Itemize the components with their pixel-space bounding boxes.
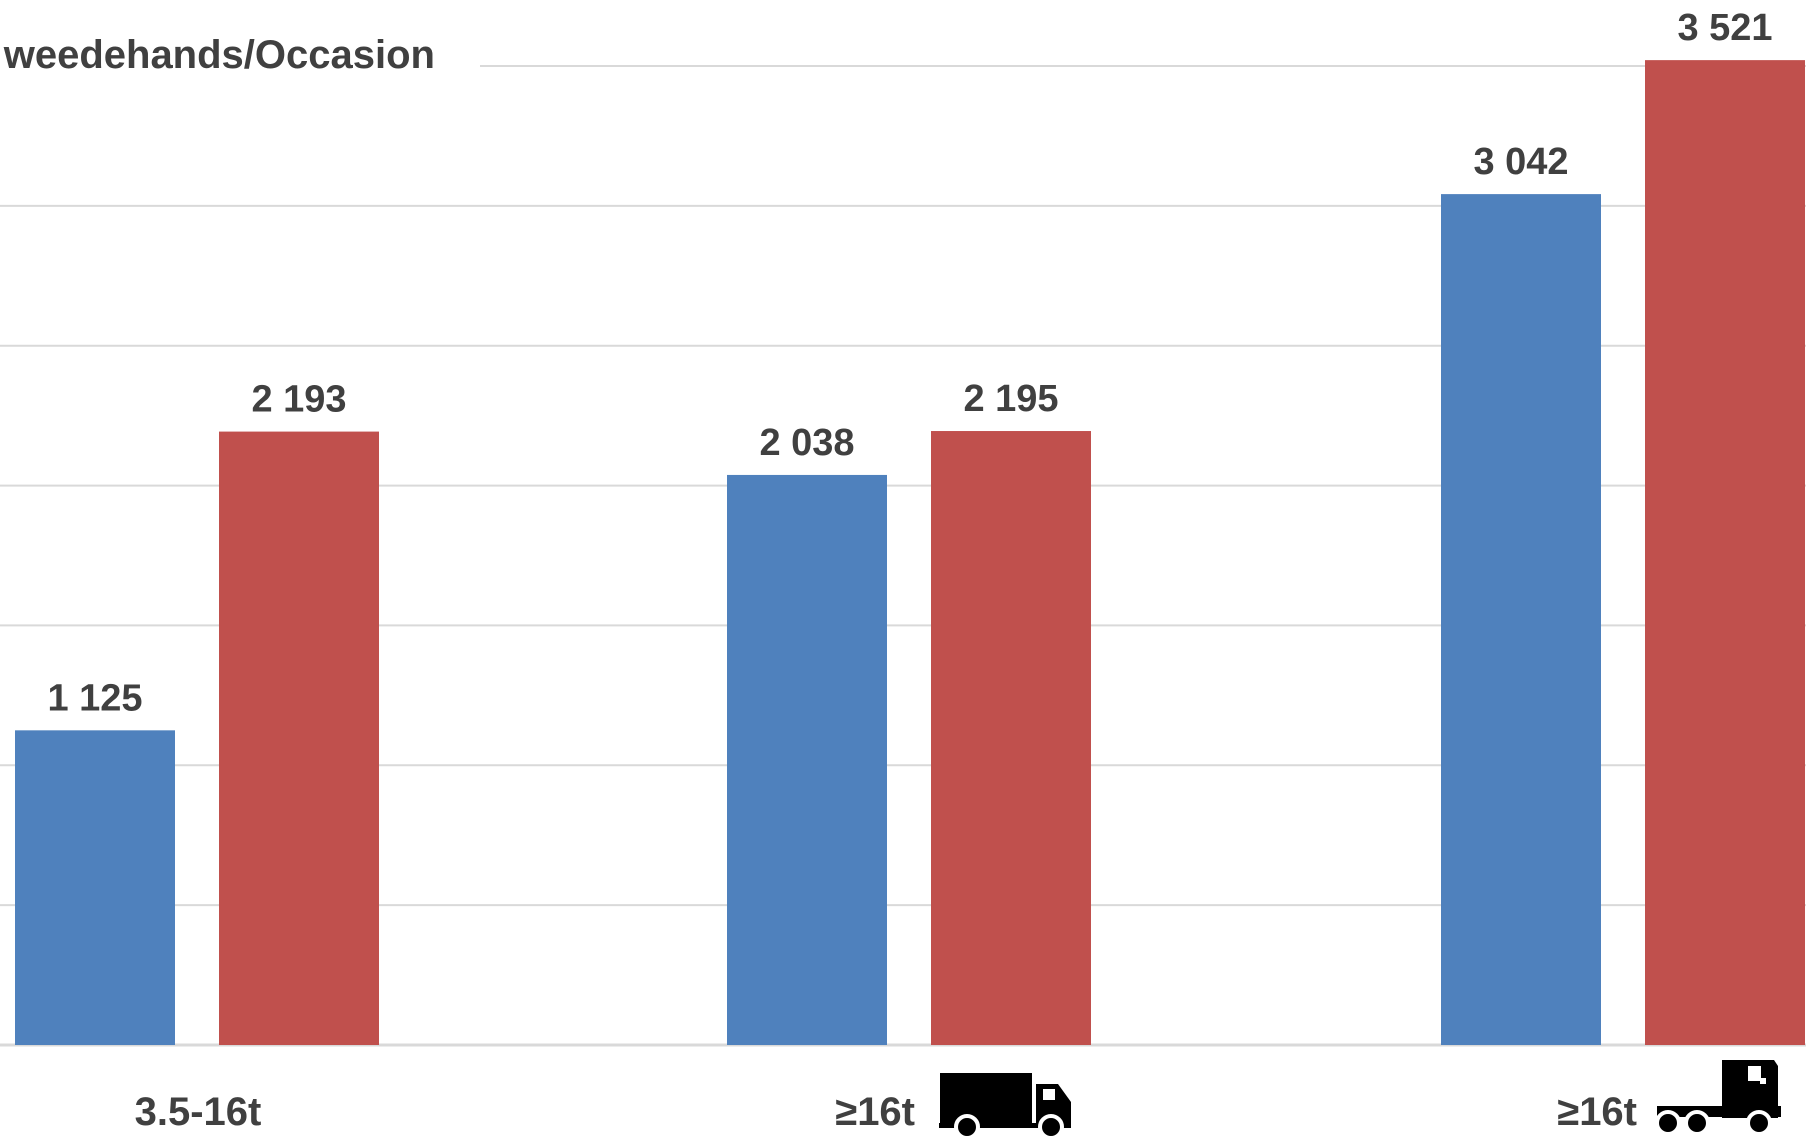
value-labels: 1 125 2 038 3 042 2 193 2 195 3 521: [47, 7, 1772, 719]
bar-3-series-1: [1441, 194, 1601, 1046]
data-label: 3 042: [1473, 141, 1568, 183]
bar-1-series-2: [219, 431, 379, 1046]
bar-1-series-1: [15, 730, 175, 1045]
x-axis-labels: 3.5-16t ≥16t ≥16t: [135, 1090, 1637, 1134]
bar-2-series-1: [727, 474, 887, 1046]
data-label: 2 193: [251, 379, 346, 421]
category-label: ≥16t: [1557, 1090, 1637, 1134]
category-label: 3.5-16t: [135, 1090, 262, 1134]
rigid-truck-icon: [939, 1073, 1071, 1140]
bar-3-series-2: [1645, 60, 1805, 1046]
tractor-unit-icon: [1655, 1060, 1781, 1136]
data-label: 2 195: [963, 378, 1058, 420]
bar-2-series-2: [931, 431, 1091, 1046]
legend-label: weedehands/Occasion: [3, 33, 435, 77]
category-label: ≥16t: [835, 1090, 915, 1134]
data-label: 1 125: [47, 677, 142, 719]
data-label: 2 038: [759, 422, 854, 464]
data-label: 3 521: [1677, 7, 1772, 49]
bars: [15, 60, 1805, 1046]
